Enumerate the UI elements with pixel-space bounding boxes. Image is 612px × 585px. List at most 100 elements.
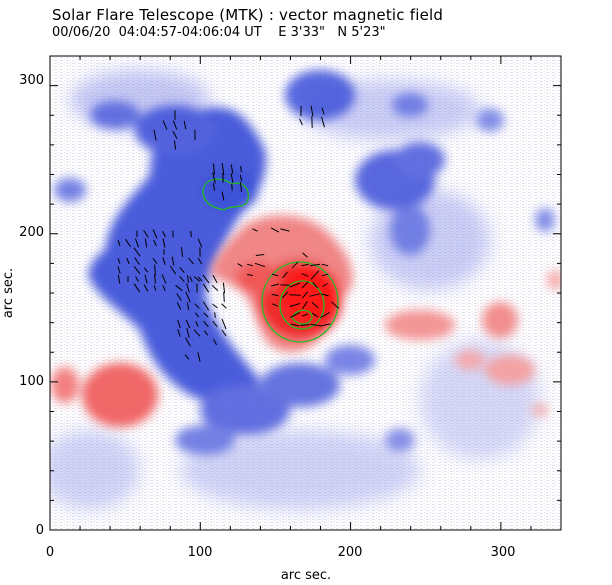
field-vector xyxy=(117,274,121,284)
field-vector xyxy=(184,354,190,360)
field-vector xyxy=(143,284,149,292)
field-vector xyxy=(246,263,254,267)
image-title: Solar Flare Telescope (MTK) : vector mag… xyxy=(52,6,444,24)
field-vector xyxy=(144,274,148,284)
field-vector xyxy=(270,227,280,233)
field-vector xyxy=(171,256,175,266)
field-vector xyxy=(181,247,183,257)
field-vector xyxy=(221,303,227,309)
field-vector xyxy=(301,281,309,289)
field-vector xyxy=(211,285,219,291)
field-vector xyxy=(240,165,242,173)
field-vector xyxy=(202,283,210,293)
field-vector xyxy=(301,273,309,277)
field-vector xyxy=(252,228,258,232)
field-vector xyxy=(162,257,166,265)
field-vector xyxy=(212,172,216,184)
field-vector xyxy=(311,301,319,309)
field-vector xyxy=(301,263,309,267)
field-vector xyxy=(281,291,289,299)
field-vector xyxy=(322,283,328,287)
field-vector xyxy=(271,293,279,297)
field-vector xyxy=(117,266,121,274)
field-vector xyxy=(271,283,279,287)
field-vector xyxy=(153,285,157,291)
field-vector xyxy=(280,228,290,232)
field-vector xyxy=(302,301,308,309)
field-vector xyxy=(189,276,193,282)
field-vector xyxy=(193,329,201,337)
field-vector xyxy=(212,183,216,191)
north-offset: N 5'23" xyxy=(337,25,386,40)
field-vector xyxy=(280,284,290,286)
field-vector xyxy=(291,261,299,269)
field-vector xyxy=(230,164,234,174)
field-vector xyxy=(153,239,157,247)
field-vector xyxy=(186,328,190,338)
field-vector xyxy=(221,318,227,330)
field-vector xyxy=(299,118,303,126)
field-vector xyxy=(143,230,149,238)
field-vector xyxy=(240,181,242,193)
field-vector xyxy=(190,230,192,238)
field-vector xyxy=(310,323,320,327)
field-vector xyxy=(230,173,234,183)
magnetogram-image xyxy=(50,56,561,530)
field-vector xyxy=(169,265,177,275)
field-vector xyxy=(176,293,182,301)
field-vector xyxy=(309,293,321,297)
field-vector xyxy=(172,120,178,130)
field-vector xyxy=(185,319,191,329)
field-vector xyxy=(310,270,320,280)
x-tick-label-0: 0 xyxy=(46,545,54,560)
field-vector xyxy=(300,324,310,326)
field-vector xyxy=(179,275,185,283)
field-vector xyxy=(126,257,130,265)
x-tick-label-200: 200 xyxy=(338,545,363,560)
field-vector xyxy=(162,120,168,130)
field-vector xyxy=(162,285,166,291)
observation-time-range: 04:04:57-04:06:04 UT xyxy=(118,25,262,40)
field-vector xyxy=(154,274,156,284)
y-tick-label-300: 300 xyxy=(19,73,44,88)
field-vector xyxy=(221,163,225,175)
y-tick-label-0: 0 xyxy=(36,523,44,538)
field-contours xyxy=(202,178,339,343)
field-vector xyxy=(290,323,300,327)
axis-ticks xyxy=(49,55,562,531)
field-vector xyxy=(272,303,278,307)
field-vector xyxy=(135,238,139,248)
observation-info: 00/06/20 04:04:57-04:06:04 UT E 3'33" N … xyxy=(52,25,386,40)
field-vector xyxy=(194,303,200,309)
field-vector xyxy=(144,238,148,248)
field-vector xyxy=(302,252,308,258)
field-vector xyxy=(186,302,190,310)
field-vector xyxy=(301,313,309,317)
field-vector xyxy=(173,140,177,150)
field-vector xyxy=(221,329,227,337)
field-vector xyxy=(194,312,200,318)
field-vector xyxy=(202,301,210,311)
field-vector xyxy=(143,267,149,273)
field-vector xyxy=(247,274,253,276)
field-vector xyxy=(197,238,203,248)
field-vector xyxy=(133,283,141,293)
field-vector xyxy=(185,337,191,347)
y-tick-label-100: 100 xyxy=(19,374,44,389)
field-vector xyxy=(154,264,156,276)
field-vector xyxy=(320,311,330,319)
field-vector xyxy=(177,320,181,328)
field-vector xyxy=(203,320,209,328)
field-vector xyxy=(179,267,185,273)
field-vector xyxy=(255,254,265,256)
field-vector xyxy=(117,239,121,247)
field-vector xyxy=(223,292,225,302)
field-vector xyxy=(330,301,340,309)
field-vector xyxy=(212,303,218,309)
field-vector xyxy=(183,120,187,130)
field-vector xyxy=(282,271,288,279)
field-vector xyxy=(177,329,181,337)
field-vector xyxy=(203,330,209,336)
field-vector xyxy=(152,257,158,265)
